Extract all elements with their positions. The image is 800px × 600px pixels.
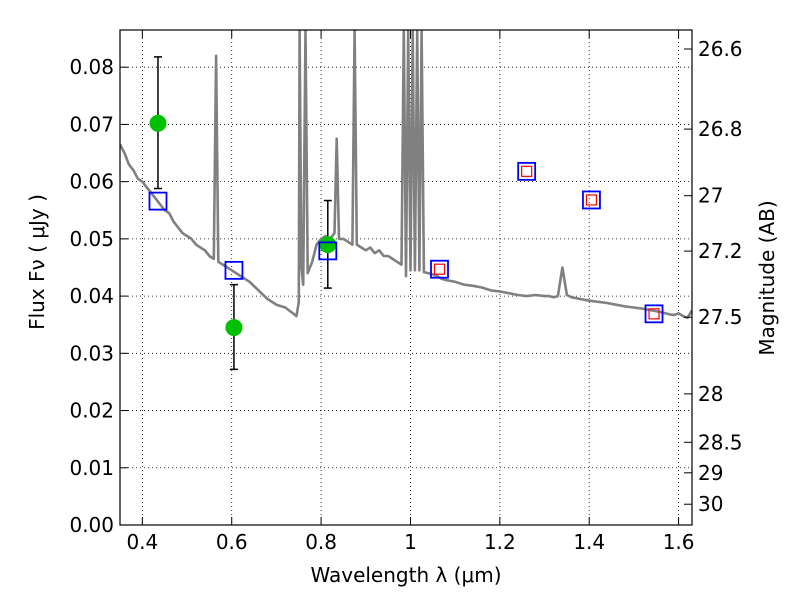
y-tick-label: 0.06 bbox=[69, 170, 114, 194]
observed-flux-point bbox=[225, 319, 243, 337]
observed-flux-point bbox=[149, 114, 167, 132]
y2-axis-title: Magnitude (AB) bbox=[755, 200, 779, 355]
y2-tick-label: 28 bbox=[698, 382, 723, 406]
model-band-flux-inner-marker bbox=[585, 194, 598, 206]
y2-tick-label: 26.8 bbox=[698, 117, 743, 141]
data-layer bbox=[120, 30, 692, 371]
y2-tick-label: 27.5 bbox=[698, 305, 743, 329]
model-band-flux-marker bbox=[318, 241, 338, 261]
x-tick-label: 0.6 bbox=[216, 530, 248, 554]
tick-labels: 0.4 0.6 0.8 1 1.2 1.4 1.6 0.00 0.01 0.02 0.03 0.04 0… bbox=[69, 37, 742, 554]
model-band-flux-marker bbox=[224, 260, 244, 280]
model-band-flux-marker bbox=[517, 161, 537, 181]
model-band-flux-marker bbox=[430, 259, 449, 279]
y2-tick-label: 29 bbox=[698, 461, 723, 485]
y2-tick-label: 27.2 bbox=[698, 239, 743, 263]
x-axis-title: Wavelength λ (μm) bbox=[310, 563, 501, 587]
y-tick-label: 0.03 bbox=[69, 341, 114, 365]
observed-flux-point bbox=[319, 236, 337, 254]
y2-tick-label: 30 bbox=[698, 492, 723, 516]
y-tick-label: 0.05 bbox=[69, 227, 114, 251]
y-axis-title: Flux Fν ( μJy ) bbox=[25, 194, 49, 330]
ticks bbox=[120, 30, 692, 526]
y-tick-label: 0.00 bbox=[69, 513, 114, 537]
model-band-flux-inner-marker bbox=[648, 308, 660, 320]
x-tick-label: 0.4 bbox=[126, 530, 158, 554]
x-tick-label: 0.8 bbox=[305, 530, 337, 554]
x-tick-label: 1 bbox=[404, 530, 417, 554]
y-tick-label: 0.07 bbox=[69, 112, 114, 136]
y2-tick-label: 26.6 bbox=[698, 37, 743, 61]
y2-tick-label: 28.5 bbox=[698, 430, 743, 454]
x-tick-label: 1.6 bbox=[663, 530, 695, 554]
model-band-flux-marker bbox=[644, 304, 664, 324]
y2-tick-label: 27 bbox=[698, 184, 723, 208]
model-band-flux-inner-marker bbox=[433, 263, 446, 275]
y-tick-label: 0.08 bbox=[69, 55, 114, 79]
y-tick-label: 0.02 bbox=[69, 399, 114, 423]
plot-frame bbox=[119, 29, 693, 526]
x-tick-label: 1.2 bbox=[484, 530, 516, 554]
x-tick-label: 1.4 bbox=[573, 530, 605, 554]
model-band-flux-marker bbox=[148, 191, 168, 211]
sed-model-line bbox=[120, 30, 692, 320]
model-band-flux-marker bbox=[582, 190, 601, 210]
y-tick-label: 0.04 bbox=[69, 284, 114, 308]
model-band-flux-inner-marker bbox=[521, 165, 533, 177]
y-tick-label: 0.01 bbox=[69, 456, 114, 480]
